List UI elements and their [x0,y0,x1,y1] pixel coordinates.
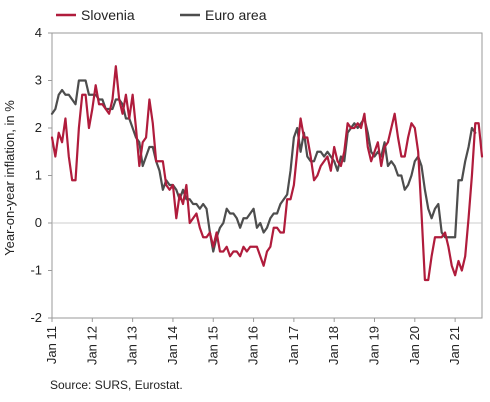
y-axis-ticks: -2 -1 0 1 2 3 4 [30,25,52,325]
x-tick-label: Jan 17 [286,326,301,365]
x-tick-label: Jan 20 [407,326,422,365]
series-line-slovenia [50,65,484,282]
y-axis-title: Year-on-year inflation, in % [2,100,17,256]
y-tick-label: 4 [35,25,42,40]
legend: Slovenia Euro area [56,7,267,23]
y-tick-label: 0 [35,215,42,230]
x-tick-label: Jan 16 [246,326,261,365]
y-tick-label: 1 [35,168,42,183]
y-tick-label: -1 [30,263,42,278]
x-tick-label: Jan 18 [326,326,341,365]
x-tick-label: Jan 11 [44,326,59,364]
legend-label: Euro area [205,7,267,23]
x-tick-label: Jan 15 [205,326,220,365]
x-tick-label: Jan 21 [447,326,462,365]
x-tick-label: Jan 13 [125,326,140,365]
series-line-euro-area [50,79,477,253]
x-tick-label: Jan 19 [367,326,382,365]
x-tick-label: Jan 12 [84,326,99,365]
legend-label: Slovenia [81,7,135,23]
x-tick-label: Jan 14 [165,326,180,365]
source-note: Source: SURS, Eurostat. [50,378,183,392]
series-lines [50,65,484,282]
x-axis-ticks: Jan 11 Jan 12 Jan 13 Jan 14 Jan 15 Jan 16 Jan … [44,318,462,365]
y-tick-label: 2 [35,120,42,135]
y-tick-label: -2 [30,310,42,325]
y-tick-label: 3 [35,73,42,88]
